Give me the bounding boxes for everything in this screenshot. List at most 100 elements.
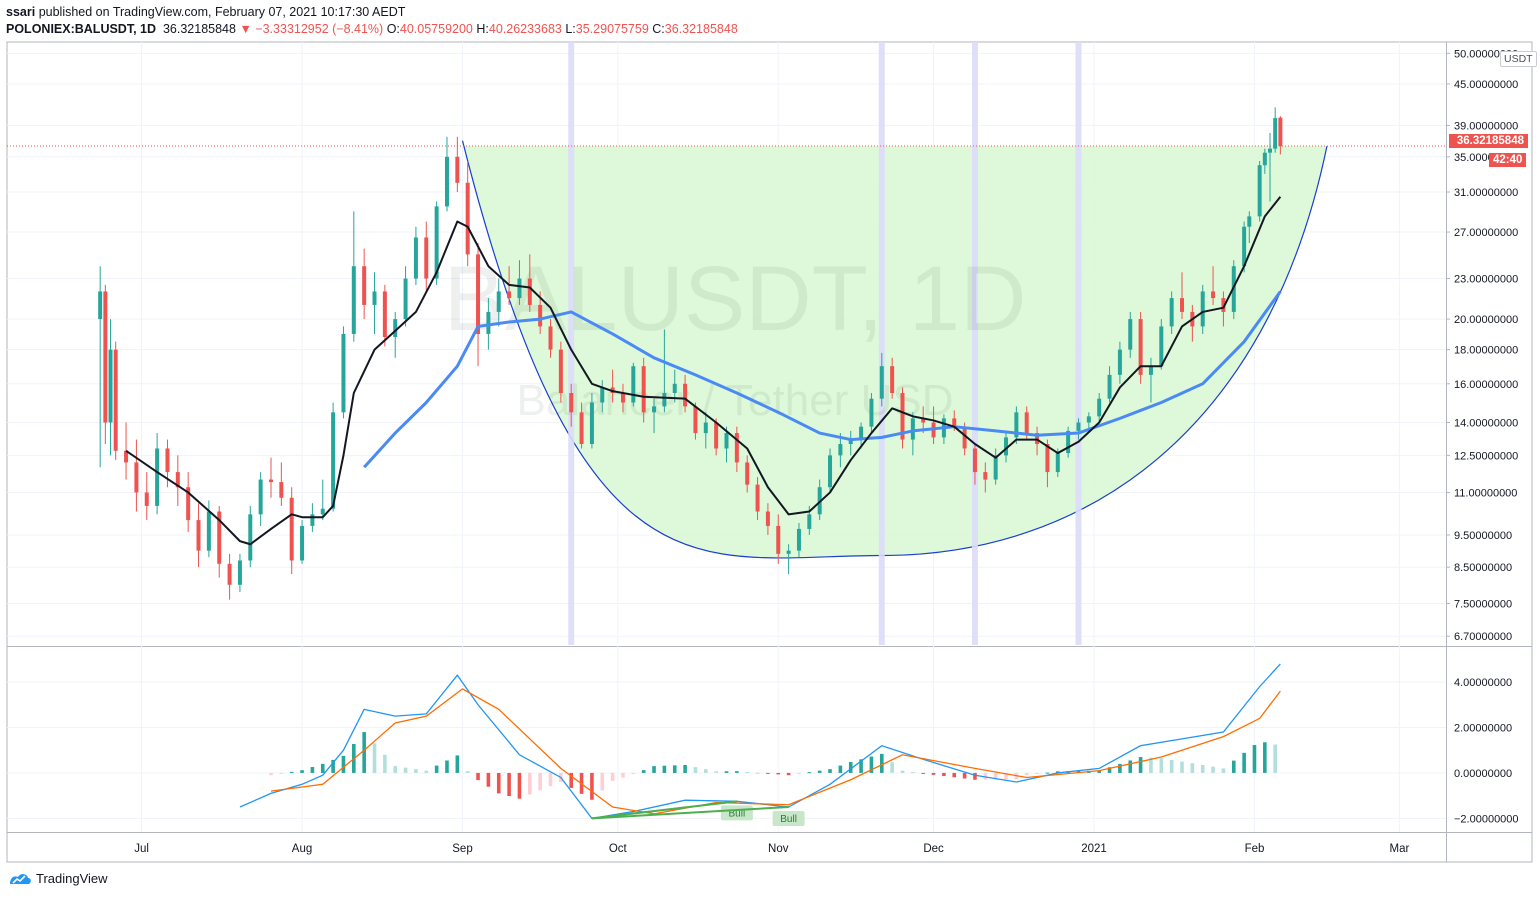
candle (248, 505, 253, 568)
candle-body (289, 497, 294, 561)
price-tick-label: 18.00000000 (1454, 345, 1518, 357)
candle (600, 380, 605, 413)
time-tick-label: Nov (768, 843, 789, 855)
symbol-label[interactable]: POLONIEX:BALUSDT, 1D (6, 22, 157, 36)
tradingview-logo-icon (10, 873, 31, 884)
macd-histogram-bar (931, 772, 936, 775)
candle (217, 505, 222, 578)
candle (683, 374, 688, 413)
candle (1268, 132, 1273, 202)
bull-divergence-label: Bull (720, 805, 753, 821)
candle-body (248, 514, 253, 561)
macd-histogram-bar (776, 772, 781, 775)
candle-body (724, 433, 729, 449)
candle-body (382, 291, 387, 338)
candle (331, 402, 336, 512)
macd-histogram-bar (310, 767, 315, 773)
candle-body (186, 487, 191, 521)
price-tick-label: 20.00000000 (1454, 314, 1518, 326)
macd-histogram-bar (600, 772, 605, 791)
author[interactable]: ssari (6, 5, 36, 19)
rounding-bottom-fill (462, 140, 1327, 558)
macd-histogram-bar (465, 771, 470, 773)
candle (268, 457, 273, 498)
macd-histogram-bar (1242, 752, 1246, 773)
candle-body (796, 528, 801, 551)
price-tick-label: 12.50000000 (1454, 450, 1518, 462)
footer-brand[interactable]: TradingView (8, 871, 108, 886)
candle-body (786, 550, 791, 554)
macd-histogram-bar (921, 772, 925, 774)
candle-body (672, 383, 677, 393)
candle (237, 553, 242, 593)
low-label: L: (565, 22, 576, 36)
bull-divergence-line (591, 806, 789, 820)
price-tick-label: 7.50000000 (1454, 599, 1512, 611)
macd-histogram-bar (621, 772, 625, 778)
candle (993, 448, 998, 485)
candle-body (310, 514, 315, 526)
macd-histogram-bar (911, 772, 915, 774)
macd-histogram-bar (320, 763, 325, 773)
macd-histogram-bar (1138, 757, 1143, 773)
macd-tick-label: −2.00000000 (1454, 813, 1519, 825)
candle-body (1221, 298, 1226, 312)
candle (134, 439, 139, 512)
candle-body (1242, 226, 1247, 267)
candle (289, 487, 294, 575)
macd-histogram-bar (641, 770, 646, 773)
macd-histogram-bar (1107, 767, 1112, 773)
down-arrow-icon: ▼ (239, 22, 252, 36)
highlight-column (1075, 42, 1082, 645)
candle (1035, 426, 1040, 456)
price-tick-label: 9.50000000 (1454, 530, 1512, 542)
macd-histogram-bar (962, 772, 967, 779)
macd-histogram-bar (766, 772, 770, 774)
candle-body (1086, 416, 1091, 423)
macd-histogram-bar (807, 772, 812, 774)
candle (910, 412, 915, 456)
time-tick-label: Aug (292, 843, 312, 855)
candle (517, 260, 522, 305)
macd-histogram-bar (383, 754, 387, 773)
candle (98, 266, 103, 468)
macd-histogram-bar (1200, 764, 1205, 773)
candle (1257, 160, 1262, 222)
macd-histogram-bar (269, 772, 273, 776)
macd-histogram-bar (393, 766, 398, 773)
macd-histogram-bar (517, 772, 522, 799)
candle-body (1273, 118, 1278, 149)
macd-histogram-bar (993, 772, 998, 780)
macd-histogram-bar (1128, 760, 1133, 773)
signal-line (270, 688, 1281, 815)
candle-body (807, 514, 812, 529)
macd-histogram-bar (507, 772, 511, 797)
price-tick-label: 11.00000000 (1454, 487, 1517, 499)
candle-body (983, 472, 988, 480)
candle (108, 319, 113, 456)
candle (476, 243, 481, 367)
candle (175, 455, 180, 506)
candle-body (921, 418, 926, 423)
candle-body (962, 426, 967, 449)
candle (828, 448, 833, 493)
candle-body (331, 412, 336, 509)
macd-histogram-bar (1180, 761, 1184, 773)
macd-histogram-bar (1035, 772, 1039, 774)
macd-histogram-bar (1149, 757, 1153, 773)
candle-body (279, 482, 284, 498)
price-tick-label: 27.00000000 (1454, 227, 1518, 239)
candle (693, 402, 698, 440)
candle (1200, 284, 1205, 334)
candle (548, 319, 553, 358)
candle (558, 341, 563, 403)
candle-body (1247, 216, 1252, 227)
unit-label[interactable]: USDT (1500, 51, 1537, 67)
candle-body (1128, 319, 1133, 350)
candle-body (1117, 349, 1122, 375)
candle (848, 430, 853, 456)
candle-body (465, 182, 470, 255)
candle (786, 544, 791, 575)
candle-body (1169, 298, 1174, 327)
